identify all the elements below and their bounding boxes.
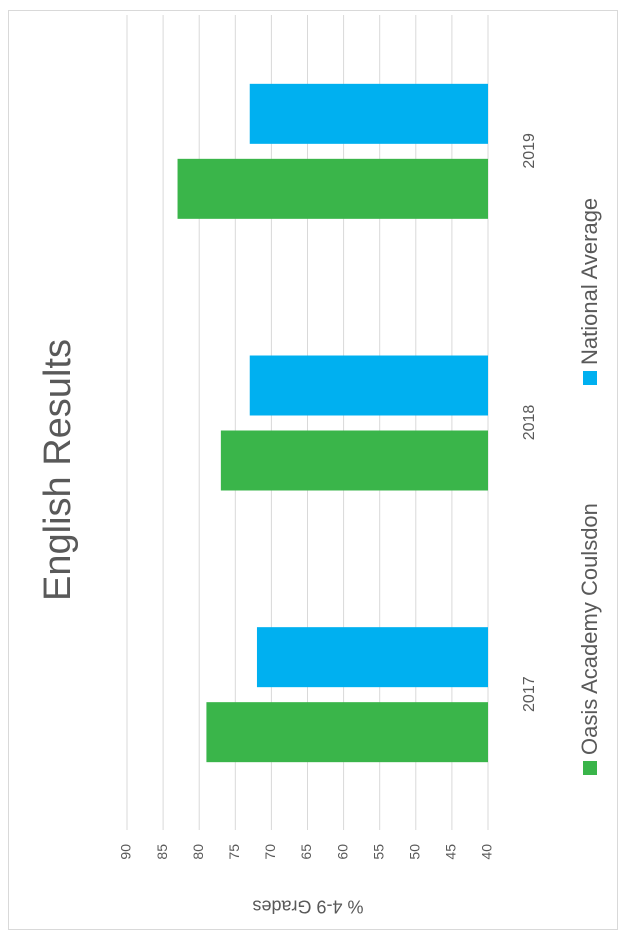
y-tick-label: 70 — [262, 844, 278, 860]
x-tick-label: 2018 — [521, 405, 538, 441]
x-tick-label: 2017 — [521, 676, 538, 712]
y-tick-label: 45 — [443, 844, 459, 860]
rotated-chart: English Results % 4-9 Grades 40 45 50 55 60 6… — [37, 15, 602, 916]
bar — [256, 627, 488, 688]
bar — [249, 355, 488, 416]
y-tick-label: 60 — [334, 844, 350, 860]
legend-swatch — [583, 371, 597, 385]
x-tick-label: 2019 — [521, 133, 538, 169]
bar — [177, 158, 488, 219]
y-tick-label: 50 — [407, 844, 423, 860]
legend-swatch — [583, 761, 597, 775]
y-tick-label: 80 — [190, 844, 206, 860]
y-tick-label: 65 — [298, 844, 314, 860]
legend-label: Oasis Academy Coulsdon — [577, 503, 602, 755]
y-tick-label: 75 — [226, 844, 242, 860]
bar — [220, 430, 489, 491]
y-tick-label: 55 — [370, 844, 386, 860]
y-tick-label: 90 — [118, 844, 134, 860]
chart-title: English Results — [37, 339, 79, 601]
y-tick-label: 85 — [154, 844, 170, 860]
bar — [206, 702, 488, 763]
y-tick-label: 40 — [479, 844, 495, 860]
y-axis-title: % 4-9 Grades — [252, 896, 363, 916]
legend-label: National Average — [577, 198, 602, 365]
bar — [249, 83, 488, 144]
